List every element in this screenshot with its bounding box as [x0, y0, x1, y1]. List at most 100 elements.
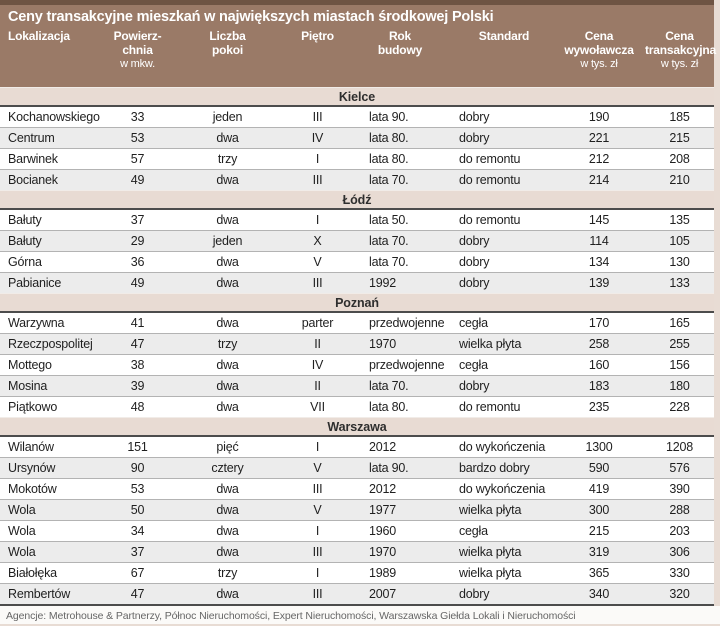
cell-pietro: VII — [290, 396, 345, 418]
price-table-clipping: Ceny transakcyjne mieszkań w największyc… — [0, 0, 716, 606]
cell-liczba-pokoi: dwa — [165, 478, 290, 500]
cell-cena-wywolawcza: 190 — [553, 105, 645, 128]
cell-rok-budowy: lata 70. — [345, 169, 455, 191]
column-header-line: chnia — [122, 42, 153, 57]
cell-rok-budowy: lata 50. — [345, 208, 455, 231]
cell-cena-wywolawcza: 235 — [553, 396, 645, 418]
data-row: Warzywna 41 dwa parter przedwojenne cegła 170 1… — [0, 311, 714, 334]
cell-standard: dobry — [455, 583, 553, 606]
column-header-unit: w mkw. — [120, 58, 155, 70]
cell-rok-budowy: przedwojenne — [345, 354, 455, 376]
cell-cena-wywolawcza: 215 — [553, 520, 645, 542]
top-border-strip — [0, 0, 714, 5]
table-header: Lokalizacja Powierz-chnia w mkw. Liczba poko… — [0, 28, 716, 88]
cell-powierzchnia: 41 — [110, 311, 165, 334]
cell-powierzchnia: 151 — [110, 435, 165, 458]
cell-standard: cegła — [455, 520, 553, 542]
cell-powierzchnia: 29 — [110, 230, 165, 252]
cell-lokalizacja: Rzeczpospolitej — [0, 333, 110, 355]
cell-powierzchnia: 67 — [110, 562, 165, 584]
data-row: Mokotów 53 dwa III 2012 do wykończenia 419 390 — [0, 478, 714, 500]
cell-cena-transakcyjna: 576 — [645, 457, 714, 479]
cell-pietro: III — [290, 169, 345, 191]
cell-standard: dobry — [455, 230, 553, 252]
cell-rok-budowy: lata 70. — [345, 230, 455, 252]
section-city-label: Poznań — [0, 293, 714, 313]
cell-lokalizacja: Rembertów — [0, 583, 110, 606]
cell-powierzchnia: 53 — [110, 127, 165, 149]
cell-rok-budowy: przedwojenne — [345, 311, 455, 334]
data-row: Bocianek 49 dwa III lata 70. do remontu 214 210 — [0, 169, 714, 191]
cell-cena-transakcyjna: 288 — [645, 499, 714, 521]
cell-liczba-pokoi: dwa — [165, 499, 290, 521]
cell-pietro: V — [290, 251, 345, 273]
table-title-bar: Ceny transakcyjne mieszkań w największyc… — [0, 5, 714, 28]
cell-rok-budowy: lata 70. — [345, 251, 455, 273]
column-header-unit: w tys. zł — [580, 58, 618, 70]
cell-rok-budowy: 1989 — [345, 562, 455, 584]
cell-standard: do remontu — [455, 208, 553, 231]
cell-liczba-pokoi: dwa — [165, 208, 290, 231]
cell-pietro: III — [290, 478, 345, 500]
data-row: Wola 37 dwa III 1970 wielka płyta 319 306 — [0, 541, 714, 563]
column-header-line: Liczba — [209, 29, 246, 43]
table-body: Kielce Kochanowskiego 33 jeden III lata 90. do… — [0, 87, 714, 606]
cell-pietro: IV — [290, 127, 345, 149]
source-note: Agencje: Metrohouse & Partnerzy, Północ … — [0, 606, 720, 624]
data-row: Pabianice 49 dwa III 1992 dobry 139 133 — [0, 272, 714, 294]
cell-lokalizacja: Warzywna — [0, 311, 110, 334]
column-header-line: pokoi — [212, 42, 243, 57]
cell-standard: dobry — [455, 105, 553, 128]
cell-lokalizacja: Bałuty — [0, 208, 110, 231]
cell-cena-wywolawcza: 160 — [553, 354, 645, 376]
data-row: Mosina 39 dwa II lata 70. dobry 183 180 — [0, 375, 714, 397]
column-header-line: Powierz- — [113, 29, 162, 43]
cell-cena-transakcyjna: 135 — [645, 208, 714, 231]
cell-powierzchnia: 49 — [110, 272, 165, 294]
column-header-line: Cena — [584, 29, 614, 43]
cell-cena-transakcyjna: 185 — [645, 105, 714, 128]
data-row: Rzeczpospolitej 47 trzy II 1970 wielka płyta 2… — [0, 333, 714, 355]
cell-powierzchnia: 47 — [110, 583, 165, 606]
cell-powierzchnia: 47 — [110, 333, 165, 355]
cell-rok-budowy: lata 90. — [345, 457, 455, 479]
data-row: Piątkowo 48 dwa VII lata 80. do remontu 235 228 — [0, 396, 714, 418]
cell-cena-transakcyjna: 390 — [645, 478, 714, 500]
cell-liczba-pokoi: dwa — [165, 272, 290, 294]
cell-powierzchnia: 90 — [110, 457, 165, 479]
cell-cena-transakcyjna: 156 — [645, 354, 714, 376]
cell-standard: wielka płyta — [455, 562, 553, 584]
cell-pietro: V — [290, 457, 345, 479]
section-city-label: Łódź — [0, 190, 714, 210]
column-header-line: budowy — [377, 42, 423, 57]
cell-cena-transakcyjna: 165 — [645, 311, 714, 334]
cell-cena-transakcyjna: 105 — [645, 230, 714, 252]
cell-cena-wywolawcza: 590 — [553, 457, 645, 479]
cell-lokalizacja: Wola — [0, 520, 110, 542]
cell-powierzchnia: 37 — [110, 208, 165, 231]
cell-lokalizacja: Górna — [0, 251, 110, 273]
column-header-powierzchnia: Powierz-chnia w mkw. — [110, 28, 165, 88]
column-header-lokalizacja: Lokalizacja — [0, 28, 110, 88]
cell-standard: dobry — [455, 272, 553, 294]
data-row: Centrum 53 dwa IV lata 80. dobry 221 215 — [0, 127, 714, 149]
cell-standard: cegła — [455, 311, 553, 334]
cell-cena-wywolawcza: 340 — [553, 583, 645, 606]
cell-liczba-pokoi: dwa — [165, 396, 290, 418]
cell-rok-budowy: lata 80. — [345, 148, 455, 170]
cell-rok-budowy: 1977 — [345, 499, 455, 521]
cell-cena-transakcyjna: 255 — [645, 333, 714, 355]
page-title: Ceny transakcyjne mieszkań w największyc… — [8, 8, 494, 25]
cell-powierzchnia: 34 — [110, 520, 165, 542]
cell-cena-wywolawcza: 183 — [553, 375, 645, 397]
data-row: Mottego 38 dwa IV przedwojenne cegła 160 156 — [0, 354, 714, 376]
cell-standard: bardzo dobry — [455, 457, 553, 479]
prices-table: Lokalizacja Powierz-chnia w mkw. Liczba poko… — [0, 28, 716, 606]
cell-cena-transakcyjna: 306 — [645, 541, 714, 563]
column-header-cena-transakcyjna: Cena transakcyjna w tys. zł — [645, 28, 716, 88]
cell-cena-transakcyjna: 180 — [645, 375, 714, 397]
